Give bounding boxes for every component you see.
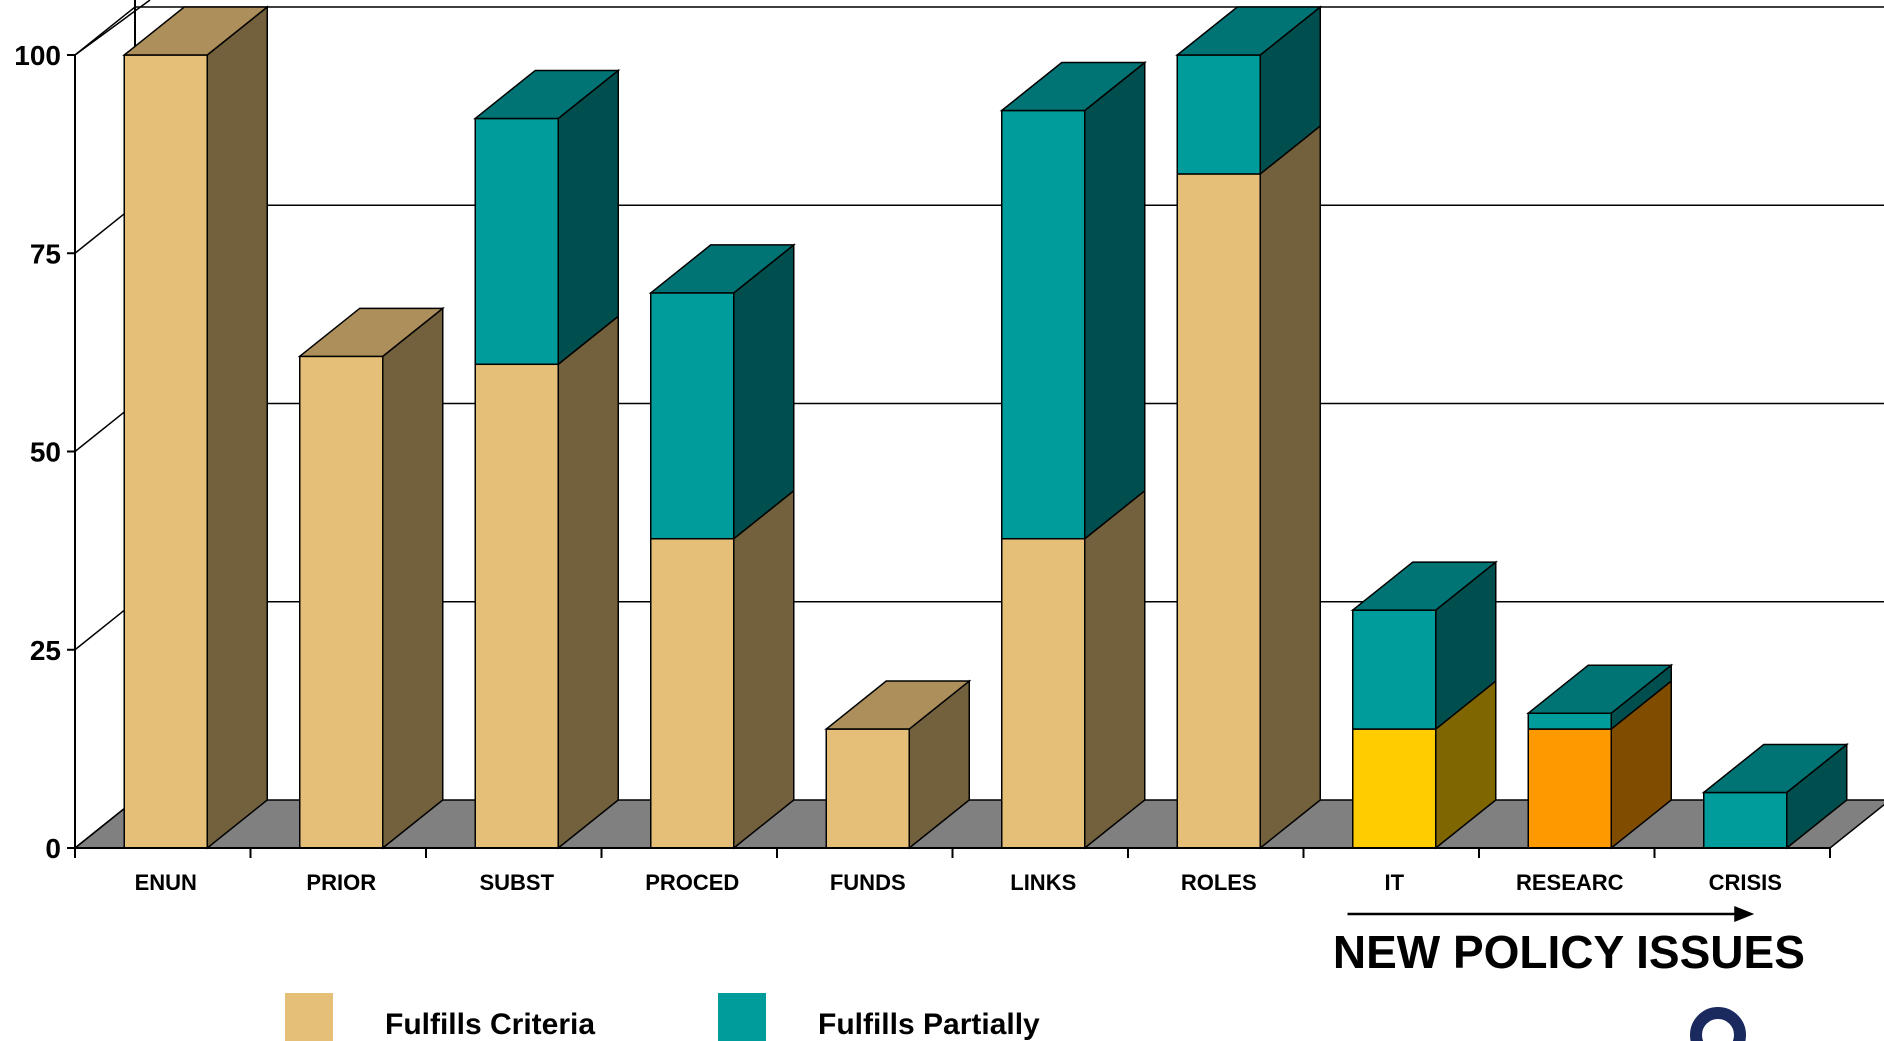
x-tick-label: FUNDS	[830, 870, 906, 895]
y-tick-label: 25	[30, 635, 61, 666]
bar-proced	[648, 243, 796, 850]
bar-segment-top	[297, 307, 445, 358]
y-tick-label: 100	[14, 40, 61, 71]
bar-segment-top	[648, 244, 796, 294]
bar-segment	[650, 292, 735, 540]
bar-segment-top	[824, 680, 972, 730]
bar-researc	[1526, 663, 1674, 850]
legend-item: Fulfills Partially	[718, 993, 1040, 1041]
bar-segment	[1001, 537, 1086, 849]
bar-segment-top	[1350, 561, 1498, 611]
bar-segment-side	[206, 5, 268, 850]
bar-enun	[122, 5, 270, 850]
bar-segment-top	[1175, 6, 1323, 56]
wall-top-diagonal	[74, 0, 151, 56]
bar-roles	[1175, 5, 1323, 850]
logo-icon	[1690, 1007, 1746, 1041]
bar-segment	[474, 117, 559, 366]
bar-segment-top	[1526, 664, 1674, 714]
bar-segment-side	[733, 489, 795, 850]
bar-segment-side	[382, 306, 444, 850]
annotation: NEW POLICY ISSUES	[1333, 906, 1805, 978]
bar-segment	[825, 728, 910, 849]
bars	[122, 5, 1849, 850]
bar-subst	[473, 68, 621, 850]
bar-segment	[299, 355, 384, 849]
bar-segment	[1527, 712, 1612, 730]
bar-segment-top	[999, 61, 1147, 112]
y-tick-label: 75	[30, 238, 61, 269]
legend-item: Fulfills Criteria	[285, 993, 595, 1041]
x-tick-label: CRISIS	[1709, 870, 1782, 895]
bar-funds	[824, 679, 972, 850]
bar-segment	[1176, 54, 1261, 175]
x-axis: ENUN PRIOR SUBST PROCED FUNDS LINKS ROLES IT RES…	[74, 847, 1831, 895]
x-tick-label: LINKS	[1010, 870, 1076, 895]
legend-label: Fulfills Partially	[818, 1008, 1040, 1041]
bar-segment	[1527, 728, 1612, 849]
bar-segment	[1176, 173, 1261, 849]
y-axis: 0 25 50 75 100	[14, 40, 76, 864]
bar-segment-side	[1084, 60, 1146, 541]
bar-segment	[1001, 109, 1086, 540]
legend-label: Fulfills Criteria	[385, 1008, 595, 1041]
bar-segment-side	[1259, 124, 1321, 850]
bar-segment	[1703, 791, 1788, 849]
x-tick-label: ENUN	[135, 870, 197, 895]
y-tick-label: 50	[30, 437, 61, 468]
bar-links	[999, 60, 1147, 850]
annotation-text: NEW POLICY ISSUES	[1333, 926, 1805, 978]
bar-segment-side	[557, 314, 619, 850]
bar-segment-side	[557, 68, 619, 366]
x-tick-label: RESEARC	[1516, 870, 1624, 895]
bar-it	[1350, 560, 1498, 850]
x-tick-label: ROLES	[1181, 870, 1257, 895]
bar-segment	[1352, 609, 1437, 730]
bar-segment-top	[122, 6, 270, 56]
legend: Fulfills Criteria Fulfills Partially	[285, 993, 1746, 1041]
x-tick-label: IT	[1384, 870, 1404, 895]
bar-segment	[123, 54, 208, 849]
x-tick-label: PROCED	[645, 870, 739, 895]
bar-segment	[1352, 728, 1437, 849]
x-tick-label: PRIOR	[306, 870, 376, 895]
legend-swatch	[285, 993, 333, 1041]
legend-swatch	[718, 993, 766, 1041]
bar-segment-top	[473, 69, 621, 120]
bar-prior	[297, 306, 445, 850]
bar-crisis	[1701, 742, 1849, 850]
bar-segment-side	[733, 243, 795, 541]
bar-segment	[650, 537, 735, 849]
y-tick-label: 0	[45, 833, 61, 864]
bar-segment-top	[1701, 743, 1849, 794]
bar-segment	[474, 363, 559, 849]
annotation-arrow-head	[1734, 906, 1755, 922]
x-tick-label: SUBST	[479, 870, 554, 895]
bar-segment-side	[1084, 489, 1146, 850]
